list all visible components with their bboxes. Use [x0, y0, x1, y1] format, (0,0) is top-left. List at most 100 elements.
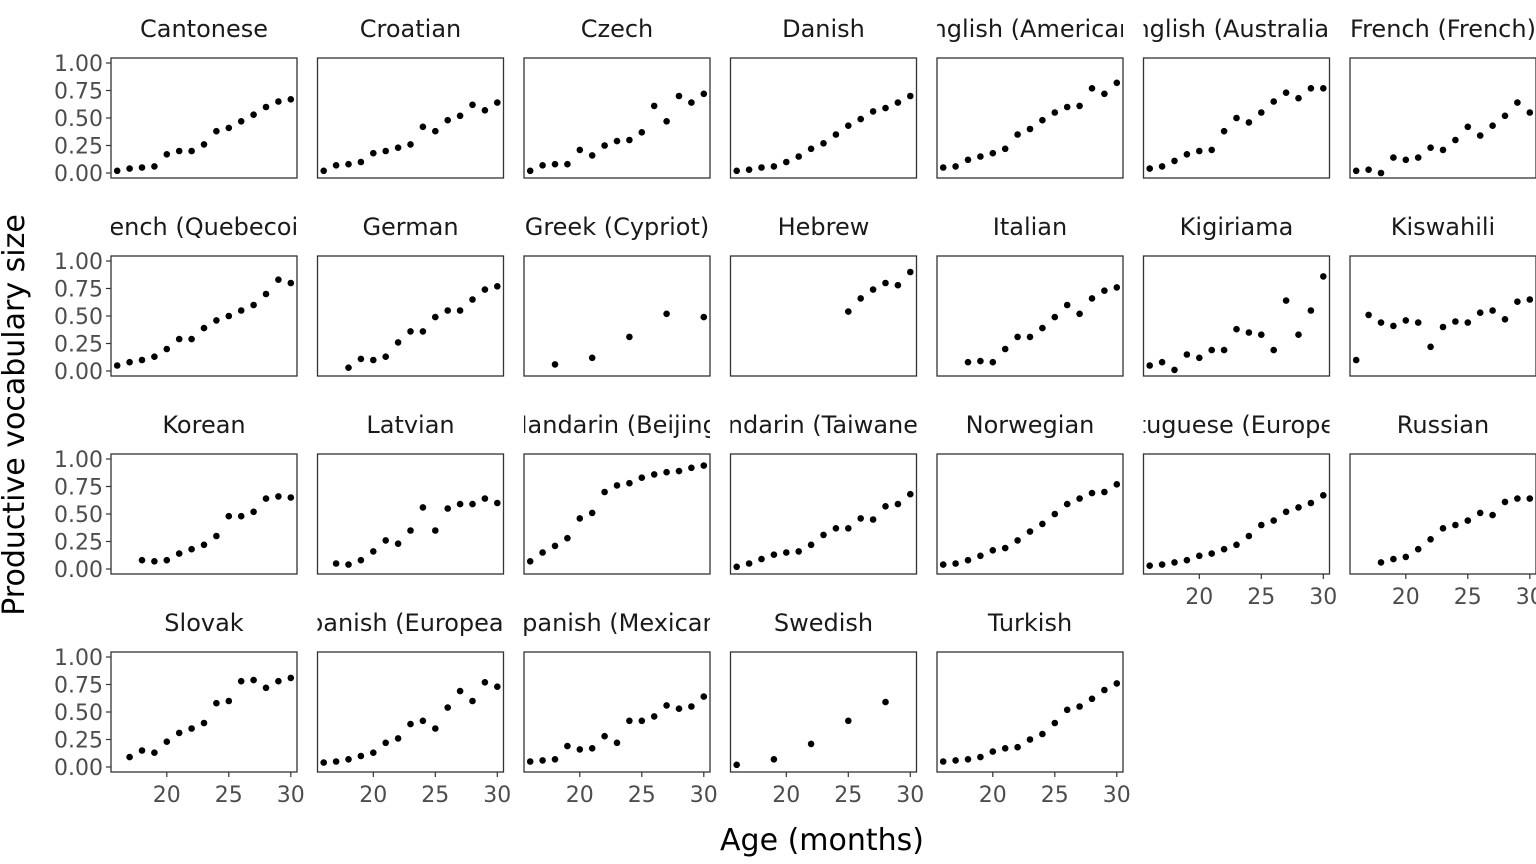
- data-point: [1352, 356, 1360, 364]
- panel-strip-title: Danish: [782, 15, 865, 43]
- data-point: [733, 761, 740, 769]
- data-point: [832, 131, 840, 138]
- data-point: [382, 353, 390, 361]
- data-point: [733, 167, 740, 175]
- panel-frame: [523, 57, 711, 179]
- data-point: [382, 739, 390, 747]
- x-tick-label: 30: [1516, 585, 1536, 610]
- data-point: [601, 488, 608, 496]
- data-point: [663, 118, 670, 125]
- data-point: [745, 166, 753, 173]
- data-point: [770, 551, 778, 558]
- panel: English (Australian): [1142, 15, 1331, 179]
- data-point: [1514, 99, 1521, 106]
- data-point: [1171, 157, 1178, 165]
- data-point: [1295, 94, 1302, 102]
- panel-frame: [936, 453, 1124, 575]
- data-point: [1063, 103, 1071, 111]
- panel-strip-title: Kigiriama: [1180, 213, 1294, 241]
- data-point: [237, 677, 245, 685]
- data-point: [1076, 102, 1083, 110]
- data-point: [588, 354, 596, 362]
- data-point: [1402, 553, 1410, 561]
- data-point: [1158, 561, 1166, 568]
- data-point: [964, 156, 972, 164]
- panel-frame: [316, 453, 505, 575]
- data-point: [894, 500, 902, 508]
- data-point: [939, 561, 947, 568]
- data-point: [370, 548, 377, 555]
- panel: Mandarin (Taiwanese): [729, 411, 918, 575]
- data-point: [1270, 517, 1277, 524]
- data-point: [551, 160, 559, 168]
- data-point: [977, 357, 984, 365]
- data-point: [1402, 317, 1410, 324]
- panel-strip-title: Greek (Cypriot): [525, 213, 710, 241]
- data-point: [1320, 492, 1327, 499]
- y-tick-label: 0.75: [54, 278, 103, 303]
- data-point: [894, 99, 902, 106]
- data-point: [1489, 122, 1496, 129]
- data-point: [783, 549, 790, 556]
- data-point: [638, 717, 646, 725]
- data-point: [626, 479, 633, 487]
- data-point: [200, 541, 208, 549]
- data-point: [675, 92, 683, 100]
- data-point: [894, 281, 902, 289]
- data-point: [675, 467, 683, 475]
- data-point: [494, 99, 501, 106]
- data-point: [1158, 358, 1166, 366]
- data-point: [1282, 508, 1290, 516]
- panel: Slovak 0.000.25 0.500.75 1.00 20 25 30: [54, 609, 305, 808]
- data-point: [419, 123, 427, 131]
- data-point: [320, 167, 328, 175]
- data-point: [1220, 346, 1228, 354]
- panel: Greek (Cypriot): [523, 213, 711, 377]
- data-point: [407, 527, 414, 534]
- x-tick-label: 20: [153, 783, 181, 808]
- x-tick-label: 30: [1309, 585, 1337, 610]
- data-point: [576, 515, 584, 522]
- data-point: [494, 683, 501, 690]
- data-point: [175, 147, 183, 155]
- data-point: [650, 102, 658, 110]
- data-point: [188, 725, 195, 732]
- data-point: [663, 702, 670, 709]
- data-point: [275, 98, 282, 105]
- data-point: [1258, 109, 1265, 116]
- data-point: [444, 505, 452, 512]
- data-point: [1101, 686, 1108, 694]
- data-point: [882, 104, 889, 112]
- data-point: [576, 146, 584, 154]
- panel-frame: [110, 57, 298, 179]
- data-point: [952, 163, 959, 170]
- data-point: [1171, 366, 1178, 374]
- data-point: [407, 328, 414, 335]
- data-point: [882, 698, 889, 706]
- panel: French (Quebecois) 0.000.25 0.500.75 1.00: [54, 213, 298, 385]
- y-tick-label: 0.50: [54, 107, 103, 132]
- data-point: [1113, 680, 1121, 687]
- data-point: [250, 508, 257, 516]
- data-point: [1183, 151, 1191, 158]
- data-point: [1526, 296, 1534, 303]
- data-point: [1196, 147, 1203, 155]
- data-point: [1088, 85, 1096, 92]
- y-tick-label: 0.50: [54, 503, 103, 528]
- panel: Latvian: [316, 411, 505, 575]
- x-tick-label: 30: [277, 783, 305, 808]
- data-point: [1183, 351, 1191, 358]
- data-point: [977, 753, 984, 761]
- data-point: [113, 362, 121, 369]
- panel: Croatian: [316, 15, 505, 179]
- data-point: [807, 740, 815, 748]
- data-point: [1390, 322, 1397, 330]
- data-point: [1014, 131, 1021, 138]
- data-point: [551, 756, 559, 763]
- data-point: [964, 358, 972, 366]
- panel: Norwegian: [936, 411, 1124, 575]
- data-point: [237, 118, 245, 125]
- data-point: [1476, 309, 1484, 317]
- data-point: [745, 560, 753, 567]
- panel-strip-title: French (French): [1350, 15, 1536, 43]
